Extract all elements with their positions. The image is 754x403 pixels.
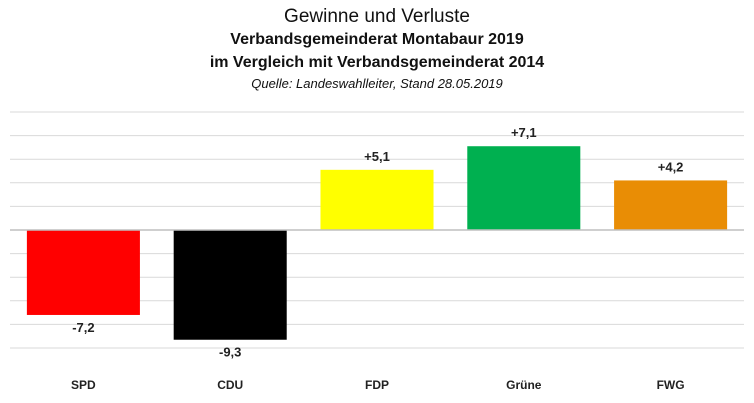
data-label: +4,2 (658, 159, 684, 174)
chart-subtitle-1: Verbandsgemeinderat Montabaur 2019 (230, 31, 524, 48)
chart-subtitle-2: im Vergleich mit Verbandsgemeinderat 201… (209, 54, 545, 71)
category-label: Grüne (506, 378, 542, 392)
data-label: -9,3 (219, 345, 241, 360)
bar-fwg (614, 180, 728, 230)
data-label: +5,1 (364, 149, 390, 164)
bar-cdu (173, 230, 287, 340)
category-label: FWG (657, 378, 685, 392)
data-label: -7,2 (72, 320, 94, 335)
chart-title: Gewinne und Verluste (284, 6, 470, 27)
category-label: FDP (365, 378, 389, 392)
bar-fdp (320, 169, 434, 230)
category-label: CDU (217, 378, 243, 392)
data-label: +7,1 (511, 125, 537, 140)
bar-spd (26, 230, 140, 315)
chart-source: Quelle: Landeswahlleiter, Stand 28.05.20… (251, 76, 503, 91)
category-label: SPD (71, 378, 96, 392)
bar-grüne (467, 146, 581, 230)
